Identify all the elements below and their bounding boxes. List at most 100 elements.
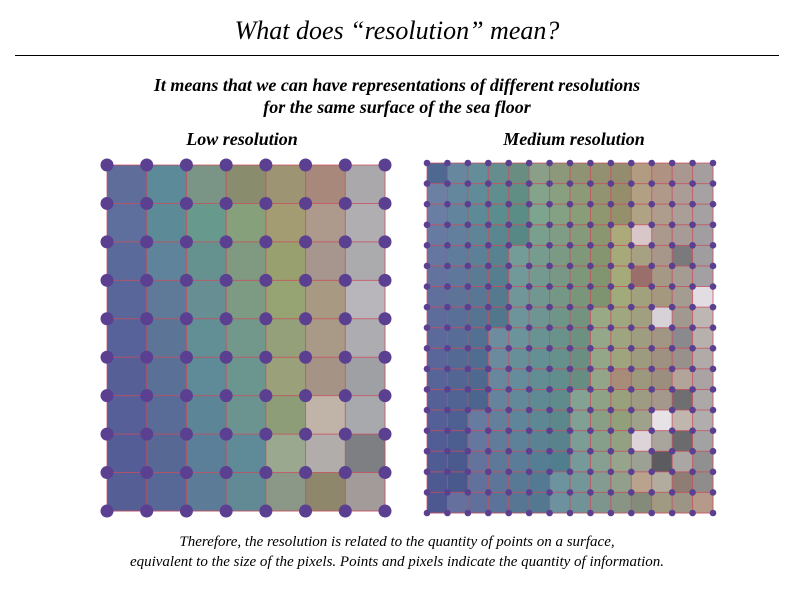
- grid-cell: [692, 368, 714, 390]
- sample-point: [709, 221, 717, 229]
- sample-point: [100, 504, 114, 518]
- sample-point: [219, 350, 233, 364]
- sample-point: [423, 200, 431, 208]
- grid-cell: [651, 492, 673, 514]
- sample-point: [627, 365, 635, 373]
- grid-cell: [146, 472, 187, 512]
- sample-point: [648, 509, 656, 517]
- grid-cell: [427, 430, 448, 452]
- sample-point: [566, 242, 574, 249]
- sample-point: [668, 221, 676, 229]
- sample-point: [484, 447, 492, 455]
- grid-cell: [529, 451, 550, 473]
- grid-cell: [590, 265, 612, 287]
- sample-point: [546, 406, 553, 414]
- grid-cell: [590, 183, 612, 205]
- grid-cell: [651, 224, 673, 246]
- sample-point: [607, 159, 615, 167]
- grid-cell: [651, 471, 673, 493]
- grid-cell: [467, 368, 489, 390]
- grid-cell: [672, 410, 693, 432]
- grid-cell: [610, 163, 632, 184]
- sample-point: [689, 242, 696, 249]
- sample-point: [627, 159, 635, 167]
- grid-cell: [488, 163, 510, 184]
- grid-cell: [570, 348, 591, 370]
- grid-cell: [631, 286, 653, 308]
- grid-cell: [570, 224, 591, 246]
- grid-cell: [488, 492, 510, 514]
- grid-cell: [427, 286, 448, 308]
- sample-point: [648, 283, 656, 290]
- grid-cell: [549, 348, 571, 370]
- sample-point: [607, 262, 615, 270]
- grid-cell: [631, 451, 653, 473]
- grid-cell: [226, 165, 267, 204]
- sample-point: [566, 344, 574, 352]
- sample-point: [587, 344, 594, 352]
- grid-cell: [488, 389, 510, 411]
- sample-point: [709, 283, 717, 290]
- sample-point: [444, 365, 451, 373]
- sample-point: [100, 273, 114, 287]
- sample-point: [259, 350, 273, 364]
- sample-point: [566, 365, 574, 373]
- grid-cell: [692, 430, 714, 452]
- sample-point: [566, 200, 574, 208]
- sample-point: [378, 427, 392, 441]
- sample-point: [140, 427, 154, 441]
- grid-cell: [107, 434, 148, 473]
- grid-cell: [508, 492, 530, 514]
- sample-point: [140, 235, 154, 249]
- grid-cell: [672, 163, 693, 184]
- grid-cell: [529, 492, 550, 514]
- sample-point: [587, 303, 594, 311]
- sample-point: [423, 468, 431, 476]
- sample-point: [299, 235, 313, 249]
- sample-point: [525, 489, 533, 496]
- grid-cell: [467, 327, 489, 349]
- sample-point: [668, 386, 676, 393]
- sample-point: [423, 489, 431, 496]
- grid-cell: [447, 451, 469, 473]
- grid-cell: [672, 368, 693, 390]
- sample-point: [709, 468, 717, 476]
- grid-cell: [549, 368, 571, 390]
- grid-cell: [508, 389, 530, 411]
- grid-cell: [186, 280, 227, 320]
- sample-point: [464, 221, 472, 229]
- sample-point: [525, 344, 533, 352]
- sample-point: [648, 303, 656, 311]
- sample-point: [423, 386, 431, 393]
- sample-point: [525, 427, 533, 434]
- sample-point: [587, 200, 594, 208]
- sample-point: [627, 406, 635, 414]
- sample-point: [338, 350, 352, 364]
- sample-point: [219, 312, 233, 326]
- grid-cell: [345, 434, 386, 473]
- grid-cell: [488, 307, 510, 329]
- sample-point: [689, 324, 696, 332]
- grid-cell: [467, 224, 489, 246]
- grid-cell: [529, 348, 550, 370]
- sample-point: [423, 283, 431, 290]
- grid-cell: [610, 224, 632, 246]
- grid-cell: [529, 163, 550, 184]
- sample-point: [607, 221, 615, 229]
- sample-point: [607, 200, 615, 208]
- sample-point: [566, 468, 574, 476]
- sample-point: [219, 273, 233, 287]
- grid-cell: [590, 163, 612, 184]
- grid-cell: [590, 224, 612, 246]
- grid-cell: [488, 265, 510, 287]
- grid-cell: [610, 410, 632, 432]
- grid-cell: [631, 204, 653, 226]
- sample-point: [299, 312, 313, 326]
- sample-point: [100, 235, 114, 249]
- grid-cell: [651, 265, 673, 287]
- sample-point: [299, 427, 313, 441]
- sample-point: [587, 386, 594, 393]
- sample-point: [484, 324, 492, 332]
- grid-cell: [651, 307, 673, 329]
- sample-point: [566, 324, 574, 332]
